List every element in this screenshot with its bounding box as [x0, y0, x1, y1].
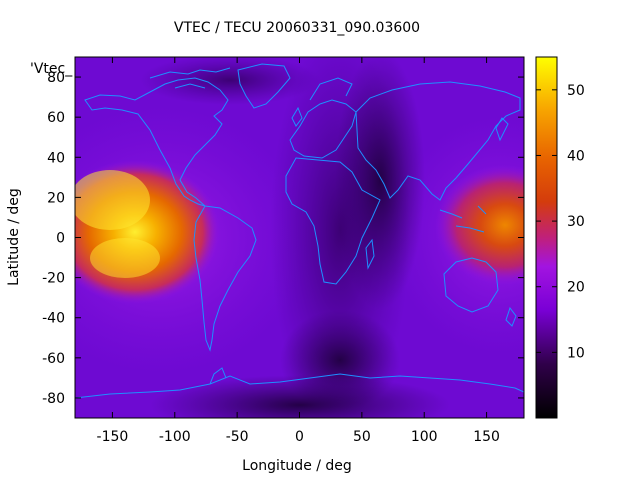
coastline-new-zealand	[505, 306, 517, 327]
x-tick-label: 0	[295, 429, 304, 445]
y-tick-label: 0	[56, 231, 65, 247]
x-tick-label: 150	[473, 429, 500, 445]
colorbar	[535, 56, 558, 419]
coastline-se-asia-islands	[439, 205, 487, 233]
coastline-madagascar	[365, 238, 375, 270]
coastline-africa	[285, 157, 381, 285]
y-tick-label: -80	[42, 391, 65, 407]
y-tick-label: -60	[42, 351, 65, 367]
x-axis-title: Longitude / deg	[242, 458, 352, 474]
coastline-antarctica	[75, 373, 524, 399]
coastline-arctic-islands	[149, 67, 231, 89]
coastline-greenland	[237, 63, 291, 109]
coastline-australia	[443, 257, 499, 313]
colorbar-ticks: 10 20 30 40 50	[536, 83, 585, 361]
colorbar-tick-label: 20	[567, 280, 585, 296]
x-tick-label: 100	[411, 429, 438, 445]
y-tick-label: -20	[42, 271, 65, 287]
y-tick-label: 40	[47, 150, 65, 166]
chart-title: VTEC / TECU 20060331_090.03600	[174, 20, 420, 36]
colorbar-tick-label: 50	[567, 83, 585, 99]
colorbar-tick-label: 10	[567, 345, 585, 361]
vtec-heatmap	[75, 57, 524, 418]
x-tick-label: -100	[159, 429, 191, 445]
coastlines	[75, 63, 524, 399]
x-tick-label: -150	[97, 429, 129, 445]
x-tick-label: 50	[353, 429, 371, 445]
series-label: 'Vtec_	[30, 61, 73, 77]
axes: -150 -100 -50 0 50 100 150 -80 -60 -40 -20 0 20 40 60 8…	[42, 57, 524, 445]
y-tick-label: 60	[47, 110, 65, 126]
y-tick-label: 20	[47, 190, 65, 206]
coastline-europe	[289, 99, 357, 159]
coastline-antarctic-peninsula	[209, 367, 227, 385]
coastline-north-america	[84, 77, 229, 207]
y-tick-label: 80	[47, 70, 65, 86]
colorbar-tick-label: 40	[567, 148, 585, 164]
coastline-japan	[495, 117, 509, 142]
coastline-asia	[355, 81, 521, 201]
y-axis-title: Latitude / deg	[6, 188, 22, 286]
colorbar-tick-label: 30	[567, 214, 585, 230]
coastline-uk	[291, 106, 303, 127]
coastline-scandinavia	[309, 77, 353, 101]
y-tick-label: -40	[42, 311, 65, 327]
x-tick-label: -50	[226, 429, 249, 445]
coastline-south-america	[193, 205, 257, 352]
